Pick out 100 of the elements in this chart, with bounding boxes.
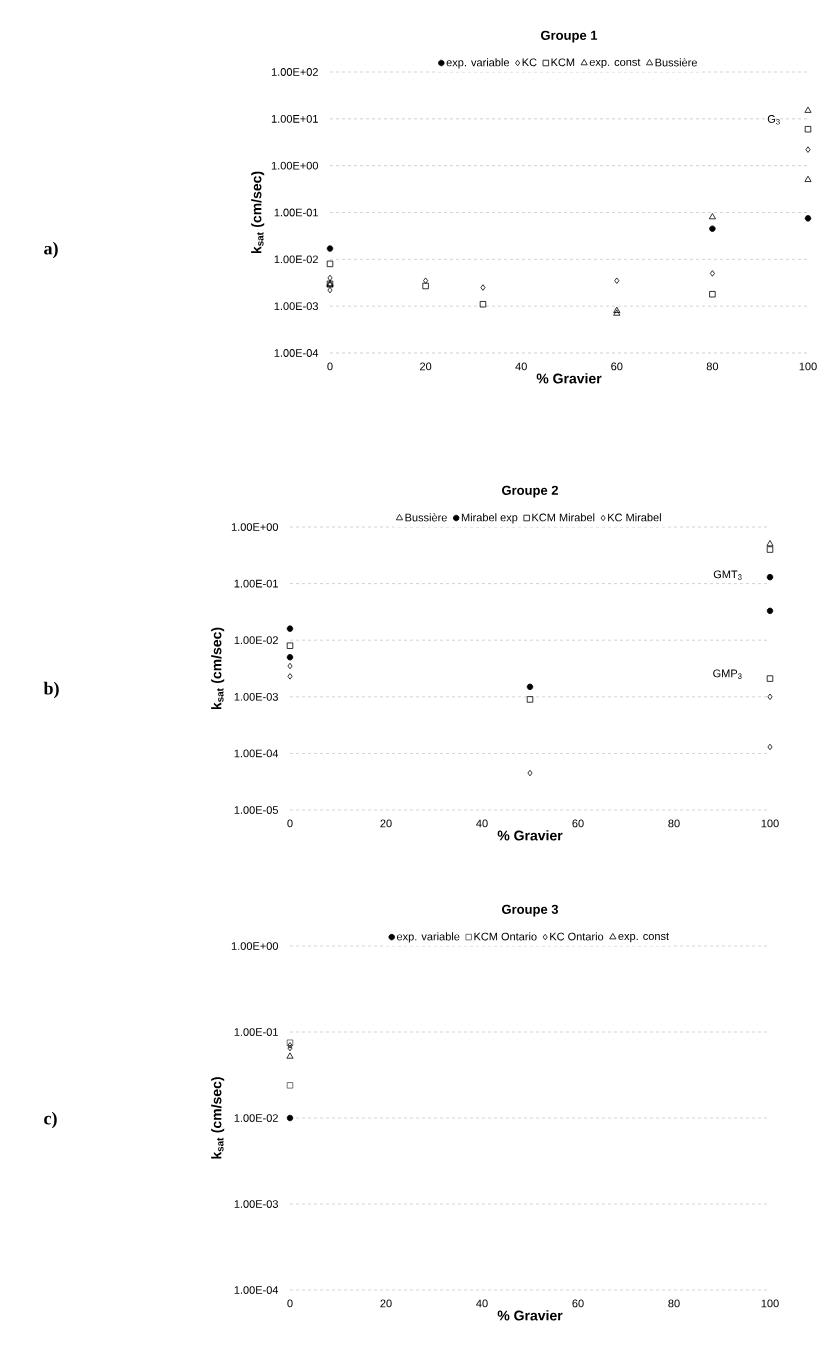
point [480, 284, 486, 291]
x-tick-label: 80 [668, 1299, 680, 1308]
y-tick-label: 1.00E-03 [234, 1200, 278, 1208]
point [709, 225, 716, 232]
y-tick-label: 1.00E-04 [274, 349, 319, 357]
x-tick-label: 20 [380, 819, 392, 828]
y-tick-label: 1.00E-05 [234, 806, 278, 814]
legend-label: KCM [551, 58, 575, 67]
x-tick-label: 0 [327, 362, 333, 371]
y-tick-label: 1.00E-03 [234, 692, 278, 701]
point [614, 277, 620, 284]
y-tick-label: 1.00E-04 [234, 1286, 279, 1294]
x-tick-label: 0 [287, 819, 293, 828]
legend-label: Mirabel exp [461, 513, 518, 524]
chart-title: Groupe 1 [541, 30, 598, 43]
point [766, 607, 774, 615]
x-tick-label: 100 [761, 1299, 779, 1308]
point [287, 673, 293, 680]
legend-label: KC Mirabel [608, 513, 661, 522]
point [287, 662, 293, 670]
y-axis-title: k$_{sat}$ (cm/sec) [251, 171, 265, 254]
chart-title: Groupe 2 [502, 485, 559, 498]
x-tick-label: 60 [572, 1299, 584, 1308]
point [709, 291, 716, 298]
point [613, 309, 621, 316]
point [708, 213, 716, 220]
y-tick-label: 1.00E-04 [234, 749, 279, 758]
x-tick-label: 40 [476, 1299, 488, 1308]
y-axis-title: k$_{sat}$ (cm/sec) [211, 1077, 225, 1159]
y-tick-label: 1.00E+00 [271, 161, 319, 170]
y-tick-label: 1.00E-02 [234, 636, 278, 645]
legend-label: exp. variable [446, 58, 510, 69]
legend-label: KCM Ontario [474, 932, 537, 941]
y-tick-label: 1.00E-03 [274, 302, 318, 311]
point [709, 270, 715, 277]
point [805, 146, 811, 153]
legend-label: exp. const [589, 58, 641, 69]
x-tick-label: 80 [668, 819, 680, 828]
annotation: GMT$_{3}$ [713, 570, 742, 580]
legend-label: KC Ontario [550, 932, 604, 941]
point [286, 642, 294, 649]
point [767, 693, 773, 701]
x-axis-title: % Gravier [536, 373, 602, 384]
x-tick-label: 60 [572, 819, 584, 828]
y-tick-label: 1.00E-01 [234, 1028, 278, 1036]
text: c) [44, 1111, 57, 1129]
point [286, 654, 294, 661]
point [327, 274, 333, 282]
point [327, 286, 333, 294]
y-tick-label: 1.00E+00 [231, 523, 279, 531]
y-axis-title: k$_{sat}$ (cm/sec) [211, 627, 225, 710]
point [286, 1114, 294, 1122]
point [767, 743, 773, 751]
legend-label: exp. variable [396, 932, 460, 943]
y-tick-label: 1.00E-01 [274, 208, 318, 217]
x-axis-title: % Gravier [497, 830, 563, 841]
annotation: GMP$_{3}$ [713, 669, 742, 679]
point [286, 1052, 294, 1059]
point [326, 245, 334, 252]
y-tick-label: 1.00E+01 [271, 114, 318, 123]
legend-label: KCM Mirabel [532, 513, 595, 522]
point [287, 1044, 293, 1052]
x-tick-label: 100 [761, 819, 779, 828]
point [804, 175, 812, 182]
y-tick-label: 1.00E-02 [234, 1114, 278, 1122]
legend-label: exp. const [618, 932, 669, 943]
chart-title: Groupe 3 [502, 904, 559, 917]
point [613, 306, 621, 313]
point [326, 260, 334, 268]
point [526, 683, 534, 691]
point [766, 540, 774, 547]
x-tick-label: 40 [476, 819, 488, 828]
legend-label: KC [522, 58, 537, 67]
point [804, 126, 812, 133]
x-tick-label: 80 [706, 362, 719, 371]
text: b) [43, 681, 59, 699]
x-tick-label: 60 [611, 362, 623, 371]
point [422, 282, 429, 290]
point [766, 546, 774, 553]
y-tick-label: 1.00E+02 [271, 68, 318, 76]
point [804, 106, 812, 113]
y-tick-label: 1.00E-01 [234, 579, 278, 588]
legend-label: Bussière [655, 58, 697, 67]
point [526, 696, 534, 703]
point [766, 675, 774, 682]
x-axis-title: % Gravier [497, 1310, 563, 1321]
x-tick-label: 20 [380, 1299, 392, 1308]
point [286, 625, 294, 632]
point [527, 769, 533, 777]
x-tick-label: 100 [799, 362, 817, 371]
x-tick-label: 40 [515, 362, 527, 371]
text: a) [44, 241, 58, 259]
x-tick-label: 0 [287, 1299, 293, 1308]
y-tick-label: 1.00E-02 [274, 255, 318, 264]
annotation: G$_{3}$ [767, 115, 780, 125]
point [286, 1082, 294, 1089]
point [804, 215, 812, 222]
point [766, 573, 774, 581]
point [423, 277, 429, 284]
point [479, 301, 487, 308]
